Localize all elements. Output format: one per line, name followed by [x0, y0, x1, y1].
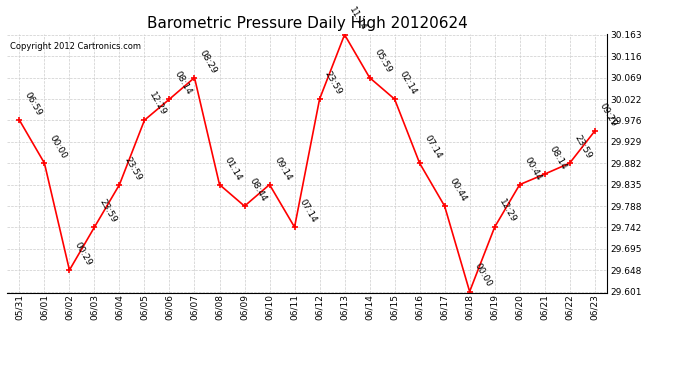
Text: 23:59: 23:59	[322, 69, 343, 96]
Text: 12:29: 12:29	[497, 198, 518, 224]
Text: 01:14: 01:14	[222, 155, 243, 182]
Text: 00:29: 00:29	[72, 240, 93, 267]
Text: 09:14: 09:14	[273, 155, 293, 182]
Text: 07:14: 07:14	[297, 198, 318, 224]
Text: 11:14: 11:14	[347, 5, 368, 32]
Text: 05:59: 05:59	[373, 48, 393, 75]
Text: 00:00: 00:00	[47, 134, 68, 160]
Text: 08:14: 08:14	[172, 69, 193, 96]
Text: 06:59: 06:59	[22, 90, 43, 117]
Text: 08:29: 08:29	[197, 48, 218, 75]
Text: Copyright 2012 Cartronics.com: Copyright 2012 Cartronics.com	[10, 42, 141, 51]
Text: 12:29: 12:29	[147, 91, 168, 117]
Text: 23:59: 23:59	[573, 134, 593, 160]
Title: Barometric Pressure Daily High 20120624: Barometric Pressure Daily High 20120624	[147, 16, 467, 31]
Text: 23:59: 23:59	[122, 155, 143, 182]
Text: 00:44: 00:44	[447, 177, 468, 203]
Text: 08:14: 08:14	[547, 144, 568, 171]
Text: 00:44: 00:44	[522, 155, 543, 182]
Text: 07:14: 07:14	[422, 134, 443, 160]
Text: 23:59: 23:59	[97, 198, 118, 224]
Text: 02:14: 02:14	[397, 70, 418, 96]
Text: 00:00: 00:00	[473, 262, 493, 289]
Text: 08:44: 08:44	[247, 177, 268, 203]
Text: 09:29: 09:29	[598, 102, 618, 128]
